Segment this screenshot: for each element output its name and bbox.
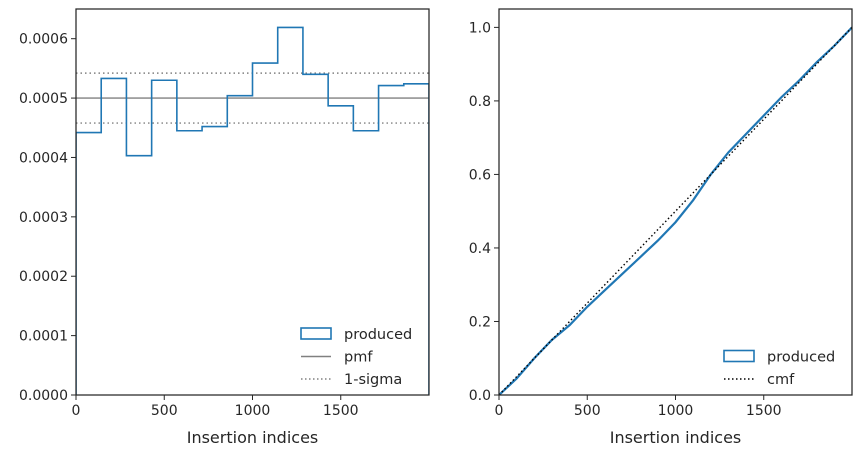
plot-area bbox=[499, 26, 852, 395]
cmf-line bbox=[499, 26, 852, 395]
x-tick-label: 1500 bbox=[746, 403, 782, 419]
legend-label: 1-sigma bbox=[344, 372, 402, 388]
axes-frame bbox=[75, 8, 430, 396]
x-tick-label: 1000 bbox=[235, 403, 271, 419]
legend-handle-produced bbox=[300, 327, 332, 340]
x-axis-label: Insertion indices bbox=[610, 428, 742, 447]
produced-histogram bbox=[76, 26, 429, 395]
legend-label: cmf bbox=[767, 372, 795, 388]
x-tick-label: 500 bbox=[151, 403, 178, 419]
y-tick-label: 0.0002 bbox=[19, 269, 68, 285]
produced-line bbox=[499, 26, 852, 395]
axes-frame bbox=[498, 8, 853, 396]
y-tick-label: 0.0001 bbox=[19, 329, 68, 345]
y-tick-label: 0.0 bbox=[469, 388, 491, 404]
y-tick-label: 0.2 bbox=[469, 314, 491, 330]
x-tick-label: 0 bbox=[72, 403, 81, 419]
y-tick-label: 0.0000 bbox=[19, 388, 68, 404]
x-tick-label: 1500 bbox=[323, 403, 359, 419]
x-axis-label: Insertion indices bbox=[187, 428, 319, 447]
x-tick-label: 1000 bbox=[658, 403, 694, 419]
plot-area bbox=[76, 26, 429, 395]
legend-label: produced bbox=[344, 327, 412, 343]
y-tick-label: 0.4 bbox=[469, 241, 491, 257]
y-tick-label: 0.6 bbox=[469, 167, 491, 183]
y-tick-label: 0.0005 bbox=[19, 91, 68, 107]
y-tick-label: 0.0006 bbox=[19, 32, 68, 48]
panel-2: 0.0 0.2 0.4 0.6 0.8 1.0 0 500 1000 1500Insertion … bbox=[469, 8, 853, 447]
legend: produced cmf bbox=[723, 349, 835, 388]
x-tick-label: 0 bbox=[495, 403, 504, 419]
y-tick-label: 0.8 bbox=[469, 94, 491, 110]
legend-handle-produced bbox=[723, 349, 755, 363]
legend-label: produced bbox=[767, 350, 835, 366]
panel-1: 0.0000 0.0001 0.0002 0.0003 0.0004 0.0005 0.00… bbox=[19, 8, 430, 447]
y-tick-label: 0.0003 bbox=[19, 210, 68, 226]
x-tick-label: 500 bbox=[574, 403, 601, 419]
legend-label: pmf bbox=[344, 350, 373, 366]
legend: produced pmf 1-sigma bbox=[300, 327, 412, 388]
y-tick-label: 1.0 bbox=[469, 20, 491, 36]
y-tick-label: 0.0004 bbox=[19, 150, 68, 166]
